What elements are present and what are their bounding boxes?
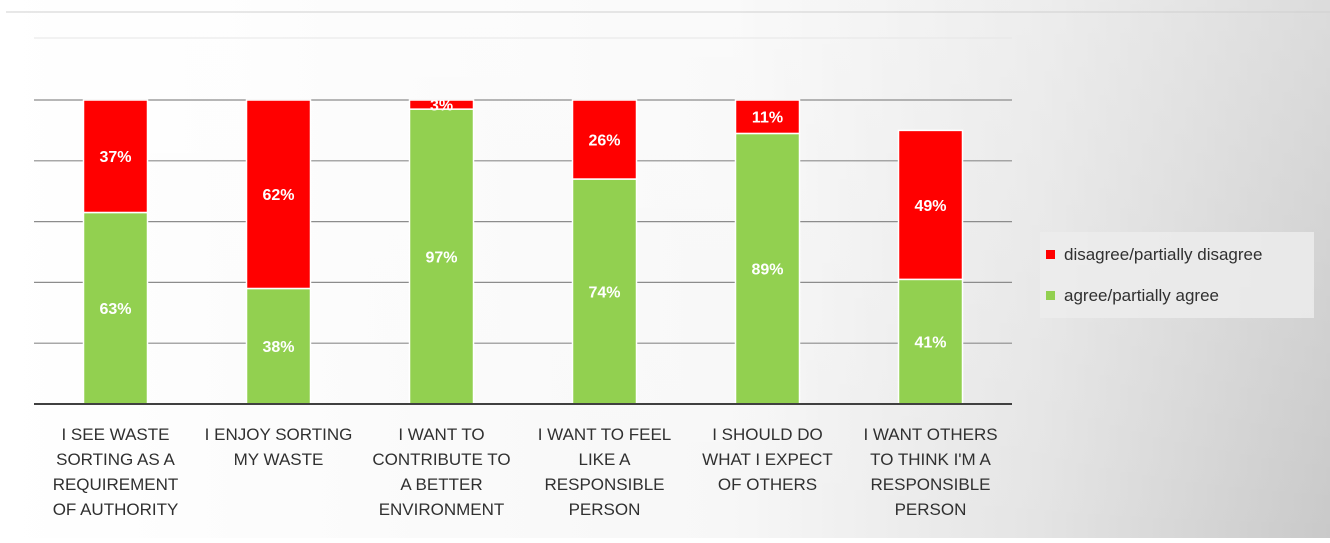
bars: 63% 37% 38% 62% 97% 3% 74% 26% 89% 11% 41% 49% [82, 98, 964, 405]
legend-swatch [1046, 250, 1055, 259]
data-label-agree: 74% [588, 285, 620, 302]
category-label: I ENJOY SORTING MY WASTE [205, 425, 353, 469]
category-label: I WANT TO FEEL LIKE A RESPONSIBLE PERSON [538, 425, 672, 519]
category-label: I SHOULD DO WHAT I EXPECT OF OTHERS [702, 425, 833, 494]
data-label-agree: 97% [425, 250, 457, 267]
bar-disagree [734, 99, 801, 135]
bar-disagree [82, 99, 149, 214]
data-label-disagree: 3% [430, 98, 453, 115]
data-label-agree: 89% [751, 262, 783, 279]
legend-entry: agree/partially agree [1064, 286, 1219, 305]
category-labels: I SEE WASTE SORTING AS A REQUIREMENT OF AUT… [53, 425, 998, 519]
data-label-agree: 38% [262, 339, 294, 356]
bar-disagree [571, 99, 638, 180]
data-label-agree: 63% [99, 301, 131, 318]
bar-disagree [897, 129, 964, 281]
data-label-disagree: 62% [262, 187, 294, 204]
category-label: I SEE WASTE SORTING AS A REQUIREMENT OF AUT… [53, 425, 179, 519]
category-label: I WANT TO CONTRIBUTE TO A BETTER ENVIRONMEN… [372, 425, 510, 519]
bar-agree [734, 132, 801, 405]
data-label-disagree: 37% [99, 149, 131, 166]
legend-entry: disagree/partially disagree [1064, 245, 1262, 264]
gridlines [34, 37, 1012, 344]
legend-box [1040, 232, 1314, 318]
legend-swatch [1046, 291, 1055, 300]
data-label-disagree: 11% [752, 110, 783, 127]
data-label-agree: 41% [914, 335, 946, 352]
bar-disagree [245, 99, 312, 290]
legend: disagree/partially disagree agree/partial… [1040, 232, 1314, 318]
bar-disagree [408, 99, 475, 110]
bar-agree [82, 211, 149, 405]
data-label-disagree: 49% [914, 198, 946, 215]
data-label-disagree: 26% [588, 133, 620, 150]
category-label: I WANT OTHERS TO THINK I'M A RESPONSIBLE PE… [863, 425, 997, 519]
